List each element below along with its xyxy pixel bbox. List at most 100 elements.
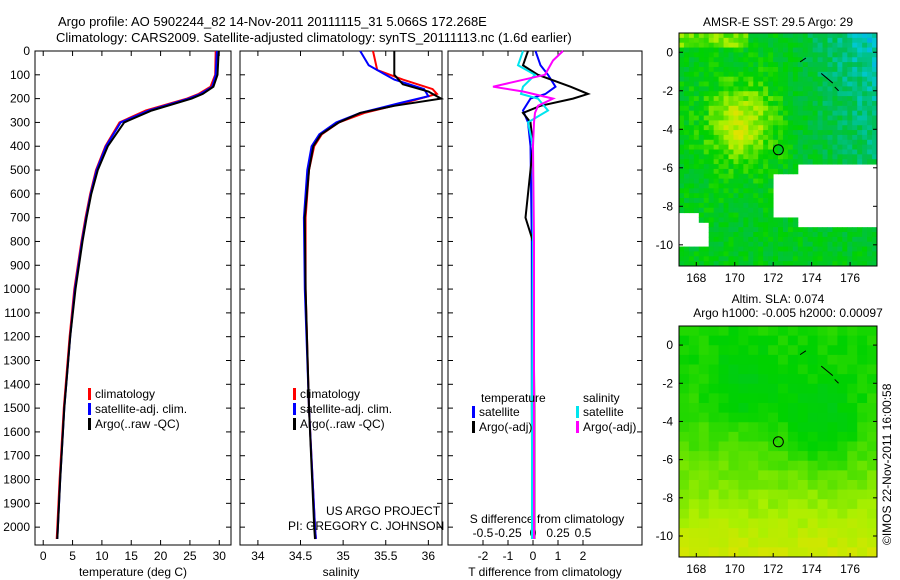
- heatmap-cell: [688, 537, 700, 548]
- sst-map-title: AMSR-E SST: 29.5 Argo: 29: [703, 15, 853, 29]
- heatmap-cell: [842, 251, 848, 257]
- heatmap-cell: [768, 374, 779, 385]
- heatmap-cell: [832, 227, 838, 233]
- heatmap-cell: [817, 499, 828, 510]
- heatmap-cell: [802, 47, 809, 53]
- heatmap-cell: [713, 47, 720, 53]
- heatmap-cell: [693, 120, 700, 126]
- heatmap-cell: [867, 76, 873, 83]
- heatmap-cell: [688, 499, 700, 510]
- sla-lat-label: -10: [656, 529, 674, 543]
- heatmap-cell: [683, 164, 690, 170]
- heatmap-cell: [713, 96, 720, 102]
- heatmap-cell: [832, 130, 838, 136]
- heatmap-cell: [847, 246, 853, 252]
- heatmap-cell: [867, 144, 873, 150]
- heatmap-cell: [822, 76, 828, 83]
- heatmap-cell: [827, 236, 833, 243]
- heatmap-cell: [807, 227, 814, 233]
- heatmap-cell: [728, 154, 734, 160]
- heatmap-cell: [792, 134, 799, 141]
- heatmap-cell: [867, 42, 873, 49]
- heatmap-cell: [738, 100, 744, 107]
- heatmap-cell: [837, 42, 843, 49]
- heatmap-cell: [867, 81, 873, 87]
- heatmap-cell: [847, 345, 858, 356]
- heatmap-cell: [768, 518, 779, 529]
- heatmap-cell: [773, 66, 779, 73]
- heatmap-cell: [773, 130, 779, 136]
- heatmap-cell: [698, 52, 705, 58]
- heatmap-cell: [787, 246, 794, 252]
- heatmap-cell: [797, 528, 809, 539]
- heatmap-cell: [787, 403, 799, 414]
- heatmap-cell: [862, 241, 868, 248]
- heatmap-cell: [703, 154, 710, 160]
- sla-argo-position-marker: [772, 436, 784, 448]
- heatmap-cell: [778, 71, 784, 78]
- sal-xtick-label: 34.5: [289, 549, 313, 563]
- heatmap-cell: [847, 470, 858, 481]
- heatmap-cell: [792, 96, 799, 102]
- heatmap-cell: [693, 100, 700, 107]
- heatmap-cell: [827, 383, 838, 394]
- heatmap-cell: [862, 246, 868, 252]
- heatmap-cell: [837, 37, 843, 44]
- heatmap-cell: [842, 256, 848, 262]
- heatmap-cell: [703, 125, 710, 131]
- heatmap-cell: [728, 62, 734, 68]
- sla-lon-label: 168: [686, 562, 706, 576]
- heatmap-cell: [753, 232, 759, 238]
- heatmap-cell: [708, 105, 715, 112]
- heatmap-cell: [748, 499, 759, 510]
- heatmap-cell: [693, 154, 700, 160]
- heatmap-cell: [703, 91, 710, 97]
- heatmap-cell: [867, 422, 878, 433]
- heatmap-cell: [753, 100, 759, 107]
- heatmap-cell: [837, 326, 848, 337]
- heatmap-cell: [688, 460, 700, 471]
- heatmap-cell: [708, 489, 720, 500]
- heatmap-cell: [743, 149, 749, 155]
- heatmap-cell: [738, 125, 744, 131]
- heatmap-cell: [792, 120, 799, 126]
- heatmap-cell: [688, 173, 695, 180]
- heatmap-cell: [837, 451, 848, 462]
- heatmap-cell: [758, 251, 764, 257]
- heatmap-cell: [728, 81, 734, 87]
- heatmap-cell: [872, 227, 878, 233]
- s-diff-xlabel: S difference from climatology: [470, 512, 625, 526]
- heatmap-cell: [748, 120, 754, 126]
- heatmap-cell: [807, 383, 819, 394]
- heatmap-cell: [738, 326, 749, 337]
- heatmap-cell: [763, 105, 769, 112]
- heatmap-cell: [778, 76, 784, 83]
- heatmap-cell: [832, 241, 838, 248]
- heatmap-cell: [812, 81, 819, 87]
- heatmap-cell: [807, 441, 819, 452]
- heatmap-cell: [867, 518, 878, 529]
- heatmap-cell: [738, 345, 749, 356]
- heatmap-cell: [748, 33, 754, 39]
- heatmap-cell: [748, 130, 754, 136]
- heatmap-cell: [688, 168, 695, 175]
- temp-legend-swatch: [88, 388, 91, 400]
- heatmap-cell: [802, 120, 809, 126]
- heatmap-cell: [703, 159, 710, 165]
- heatmap-cell: [743, 86, 749, 92]
- heatmap-cell: [698, 403, 710, 414]
- heatmap-cell: [782, 232, 789, 238]
- heatmap-cell: [758, 345, 769, 356]
- figure-subtitle: Climatology: CARS2009. Satellite-adjuste…: [56, 30, 572, 45]
- heatmap-cell: [703, 86, 710, 92]
- heatmap-cell: [723, 37, 729, 44]
- heatmap-cell: [787, 383, 799, 394]
- heatmap-cell: [778, 251, 784, 257]
- heatmap-cell: [778, 37, 784, 44]
- sst-lat-label: -10: [656, 238, 674, 252]
- heatmap-cell: [787, 326, 799, 337]
- heatmap-cell: [738, 130, 744, 136]
- heatmap-cell: [842, 47, 848, 53]
- heatmap-cell: [698, 47, 705, 53]
- heatmap-cell: [842, 236, 848, 243]
